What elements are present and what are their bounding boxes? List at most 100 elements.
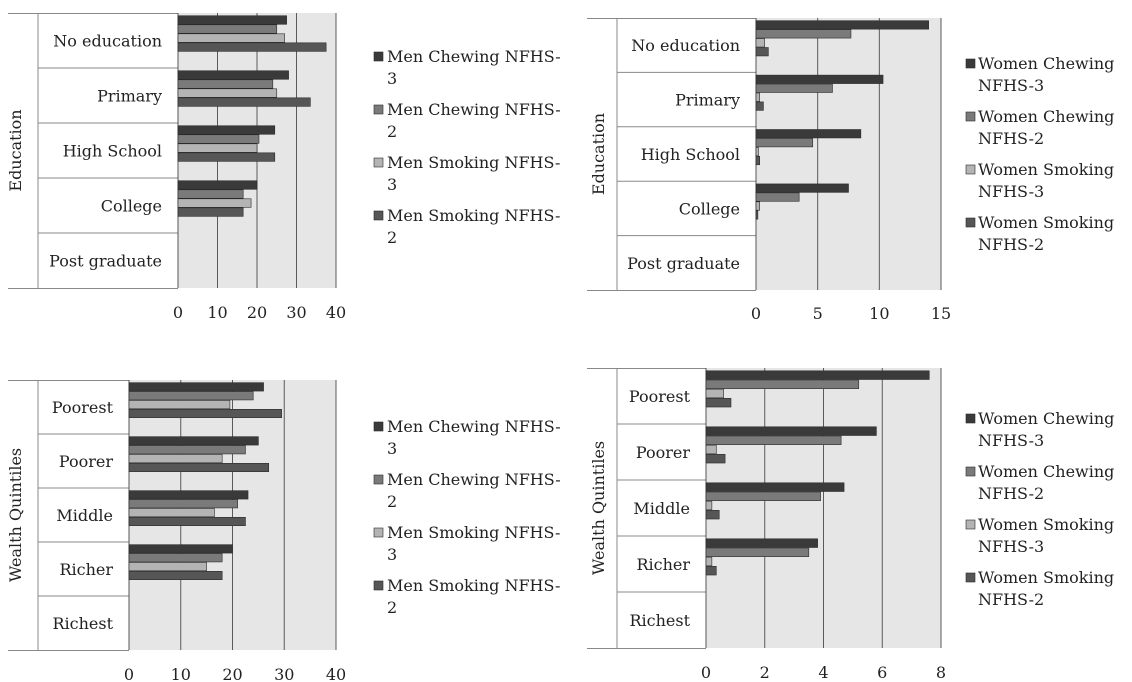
bar [177,134,260,144]
x-tick-label: 10 [207,303,227,322]
category-label: Poorer [636,443,691,462]
category-label: High School [63,142,162,161]
bar [705,566,717,576]
category-label: College [101,197,162,216]
x-tick-label: 4 [818,663,828,682]
legend-label-cont: NFHS-2 [978,129,1044,148]
bar [177,152,276,162]
bar [755,20,929,30]
bar [705,556,713,567]
x-tick-label: 30 [274,665,294,682]
legend-label: Women Smoking [978,515,1114,534]
legend-swatch [965,111,976,122]
chart-panel-4: Poorest Poorer Middle Richer Richest Wealth Q… [587,368,1114,682]
legend-label-cont: 3 [387,545,397,564]
legend-label: Men Smoking NFHS- [387,576,560,595]
category-label: Poorer [59,452,114,471]
legend-label-cont: 3 [387,69,397,88]
bar [705,426,877,436]
category-label: Primary [675,91,740,110]
bar [705,379,860,389]
x-tick-label: 20 [222,665,242,682]
bar [177,24,278,34]
x-tick-label: 40 [326,303,346,322]
legend: Men Chewing NFHS- 3 Men Chewing NFHS- 2 Men … [373,417,561,617]
bar [705,482,845,492]
legend-label-cont: 2 [387,122,397,141]
bar [177,180,258,190]
legend-label-cont: 3 [387,175,397,194]
bar [755,101,764,111]
legend-swatch [373,527,384,538]
category-label: College [679,199,740,218]
category-axis-box [8,380,129,650]
category-label: Richest [52,614,113,633]
legend-label: Men Smoking NFHS- [387,523,560,542]
legend-label: Women Smoking [978,160,1114,179]
legend-label-cont: NFHS-3 [978,537,1044,556]
bar [177,143,258,153]
bar [177,15,287,25]
legend-swatch [965,466,976,477]
bar [177,189,244,199]
category-label: Middle [56,506,113,525]
bar [705,491,821,501]
bar [755,29,852,39]
x-tick-label: 30 [286,303,306,322]
legend-label: Men Chewing NFHS- [387,417,561,436]
bar [705,454,726,464]
legend-swatch [373,104,384,115]
category-label: Middle [633,499,690,518]
chart-panel-1: No education Primary High School College Pos… [6,13,561,322]
legend-label: Men Smoking NFHS- [387,206,560,225]
legend-swatch [965,58,976,69]
y-axis-label: Education [589,113,608,195]
bar [128,391,254,401]
bar [177,198,252,208]
bar [705,547,810,557]
bar [128,454,223,464]
bar [177,125,276,135]
category-label: Primary [97,87,162,106]
bar [705,444,717,455]
bar [128,571,223,580]
bar [128,517,246,526]
bar [128,463,270,472]
legend-label-cont: NFHS-2 [978,235,1044,254]
category-label: Richest [629,611,690,630]
bar [755,183,849,193]
x-tick-label: 0 [124,665,134,682]
legend-label: Women Chewing [978,462,1114,481]
bar [128,499,238,509]
legend-swatch [373,157,384,168]
bar [705,388,724,399]
bar [705,538,818,548]
bar [128,562,207,572]
bar [705,398,732,408]
category-label: Richer [59,560,113,579]
legend-swatch [373,210,384,221]
legend-label: Men Chewing NFHS- [387,100,561,119]
legend-label: Men Chewing NFHS- [387,470,561,489]
x-tick-label: 8 [936,663,946,682]
bar [755,201,761,211]
bar [128,400,231,410]
x-tick-label: 10 [171,665,191,682]
bar [755,83,833,93]
x-tick-label: 6 [877,663,887,682]
plot-area [756,18,941,290]
legend: Women Chewing NFHS-3 Women Chewing NFHS-2 Wo… [965,409,1114,609]
chart-panel-2: No education Primary High School College Pos… [587,18,1114,323]
bar [755,138,814,148]
legend-label-cont: 2 [387,492,397,511]
bar [128,445,246,455]
bar [755,47,769,57]
bar [128,553,223,563]
bar [755,92,761,102]
category-label: Post graduate [627,254,740,273]
legend-label: Women Chewing [978,409,1114,428]
x-tick-label: 0 [173,303,183,322]
chart-panel-3: Poorest Poorer Middle Richer Richest Wealth Q… [6,380,561,682]
legend: Women Chewing NFHS-3 Women Chewing NFHS-2 Wo… [965,54,1114,254]
